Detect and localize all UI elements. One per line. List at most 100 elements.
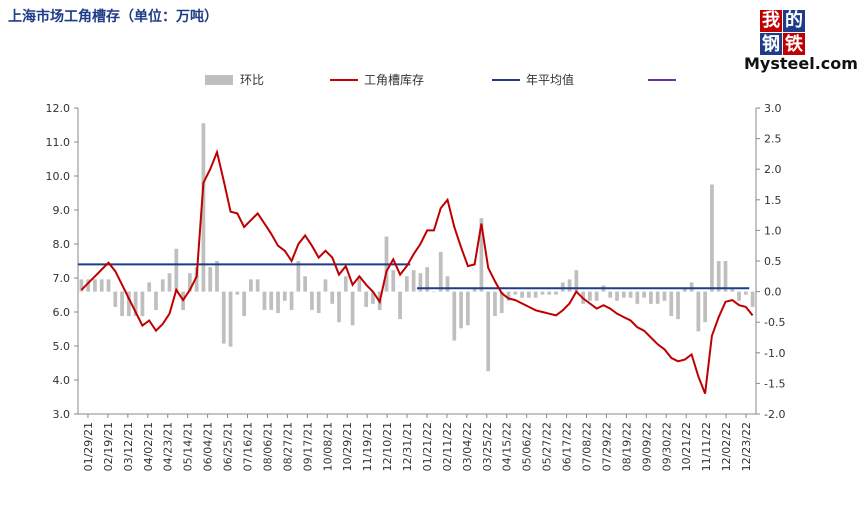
wow-bar	[608, 291, 613, 298]
wow-bar	[520, 291, 524, 298]
wow-bar	[594, 291, 599, 301]
wow-bar	[160, 279, 165, 292]
wow-bar	[120, 291, 124, 317]
wow-bars	[79, 123, 755, 372]
wow-bar	[147, 282, 152, 292]
legend-label-inventory: 工角槽库存	[364, 72, 424, 87]
wow-bar	[276, 291, 280, 314]
x-tick-label: 02/19/21	[102, 422, 115, 471]
wow-bar	[310, 291, 314, 310]
wow-bar	[703, 291, 708, 323]
right-tick-label: -1.5	[764, 377, 785, 390]
legend: 环比 工角槽库存 年平均值	[205, 72, 676, 87]
wow-bar	[588, 291, 592, 301]
right-tick-label: -2.0	[764, 408, 785, 421]
wow-bar	[262, 291, 267, 310]
right-tick-label: 0.5	[764, 255, 782, 268]
x-tick-label: 08/19/22	[620, 422, 633, 471]
wow-bar	[126, 291, 131, 317]
left-tick-label: 7.0	[53, 272, 71, 285]
wow-bar	[235, 291, 240, 295]
wow-bar	[655, 291, 660, 304]
wow-bar	[194, 267, 199, 292]
wow-bar	[696, 291, 701, 332]
wow-bar	[337, 291, 341, 323]
wow-bar	[540, 291, 545, 295]
x-tick-label: 07/08/22	[581, 422, 594, 471]
wow-bar	[371, 291, 375, 304]
wow-bar	[689, 282, 694, 292]
x-tick-label: 12/02/22	[720, 422, 733, 471]
wow-bar	[289, 291, 294, 310]
wow-bar	[445, 276, 450, 292]
x-tick-label: 12/31/21	[401, 422, 414, 471]
right-tick-label: 3.0	[764, 102, 782, 115]
wow-bar	[269, 291, 274, 310]
right-tick-label: 2.0	[764, 163, 782, 176]
axes: 3.0 4.0 5.0 6.0 7.0 8.0 9.0 10.0 11.0 12.0 -2.0 -1.…	[46, 102, 786, 421]
x-tick-label: 12/10/21	[381, 422, 394, 471]
wow-bar	[737, 291, 741, 301]
legend-label-average: 年平均值	[526, 72, 574, 87]
wow-bar	[330, 291, 335, 304]
wow-bar	[296, 261, 301, 292]
x-tick-label: 05/06/22	[521, 422, 534, 471]
x-tick-label: 05/27/22	[541, 422, 554, 471]
wow-bar	[743, 291, 748, 295]
wow-bar	[86, 279, 91, 292]
wow-bar	[567, 279, 572, 292]
wow-bar	[316, 291, 321, 314]
x-tick-label: 09/09/22	[640, 422, 653, 471]
wow-bar	[201, 123, 206, 292]
wow-bar	[303, 276, 307, 292]
wow-bar	[249, 279, 253, 292]
logo-char-wo: 我	[762, 10, 780, 31]
logo-char-tie: 铁	[785, 34, 803, 55]
logo-char-de: 的	[785, 10, 803, 31]
wow-bar	[79, 279, 84, 292]
x-tick-label: 11/11/22	[700, 422, 713, 471]
wow-bar	[554, 291, 558, 295]
wow-bar	[398, 291, 402, 320]
wow-bar	[391, 270, 396, 292]
legend-label-wow: 环比	[240, 73, 264, 87]
left-tick-label: 6.0	[53, 306, 71, 319]
x-tick-label: 10/29/21	[341, 422, 354, 471]
wow-bar	[621, 291, 626, 298]
x-tick-label: 04/15/22	[501, 422, 514, 471]
wow-bar	[242, 291, 246, 317]
left-tick-label: 8.0	[53, 238, 71, 251]
x-axis-labels: 01/29/21 02/19/21 03/12/21 04/02/21 04/23/21…	[82, 414, 753, 471]
wow-bar	[682, 288, 687, 292]
wow-bar	[486, 291, 491, 372]
left-tick-label: 5.0	[53, 340, 71, 353]
logo-background	[760, 10, 805, 55]
wow-bar	[472, 288, 477, 292]
chart-title: 上海市场工角槽存（单位：万吨）	[8, 9, 218, 25]
inventory-line	[80, 148, 754, 394]
mysteel-logo: 我的 钢铁 Mysteel.com	[742, 10, 858, 74]
x-tick-label: 10/21/22	[680, 422, 693, 471]
wow-bar	[730, 288, 735, 292]
wow-bar	[228, 291, 233, 347]
wow-bar	[357, 276, 362, 292]
x-tick-label: 06/17/22	[561, 422, 574, 471]
wow-bar	[343, 276, 348, 292]
wow-bar	[255, 279, 260, 292]
wow-bar	[140, 291, 145, 317]
x-tick-label: 09/17/21	[301, 422, 314, 471]
wow-bar	[282, 291, 287, 301]
x-tick-label: 03/04/22	[461, 422, 474, 471]
x-tick-label: 09/30/22	[660, 422, 673, 471]
x-tick-label: 11/19/21	[361, 422, 374, 471]
left-tick-label: 12.0	[46, 102, 71, 115]
wow-bar	[404, 276, 409, 292]
wow-bar	[208, 267, 213, 292]
wow-bar	[574, 270, 579, 292]
x-tick-label: 03/12/21	[122, 422, 135, 471]
wow-bar	[669, 291, 674, 317]
logo-char-gang: 钢	[762, 34, 780, 55]
wow-bar	[506, 291, 511, 301]
wow-bar	[364, 291, 369, 307]
